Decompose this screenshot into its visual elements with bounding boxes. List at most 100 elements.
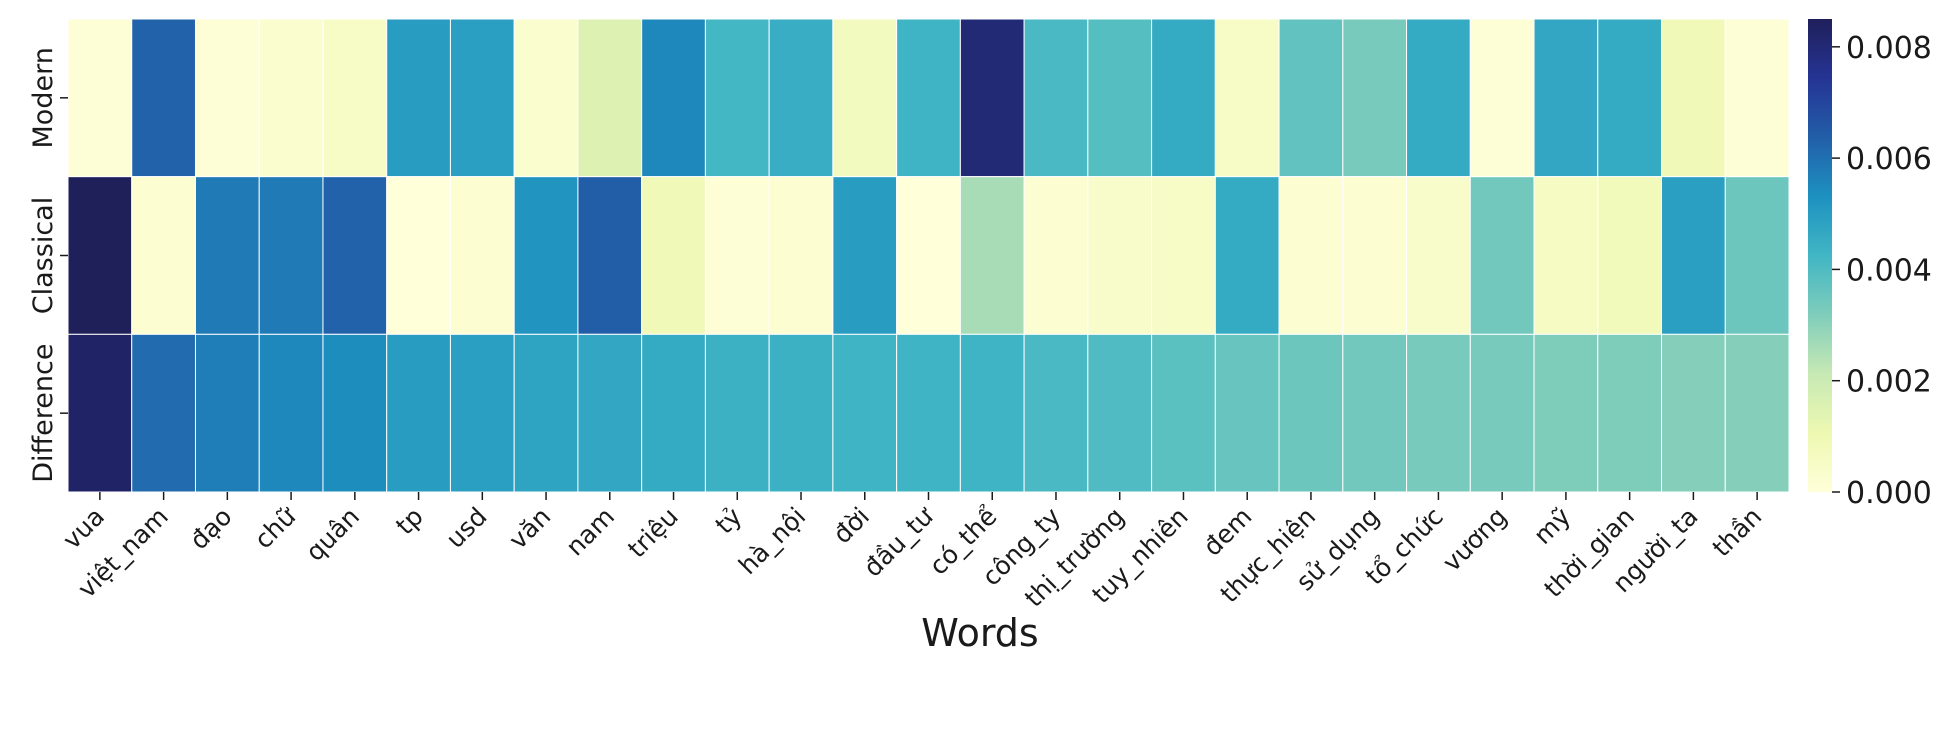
heatmap-cell [1151,333,1216,493]
row-labels: Modern Classical Difference [28,47,68,483]
row-label: Difference [28,344,59,483]
heatmap-cell [1406,18,1471,178]
heatmap-cell [641,333,706,493]
heatmap-cell [1342,176,1408,335]
heatmap-cell [1724,18,1790,178]
colorbar-ticks: 0.000 0.002 0.004 0.006 0.008 [1832,31,1932,511]
heatmap-cell [1278,176,1344,335]
heatmap-cell [832,333,898,493]
column-label: thần [1707,502,1768,563]
heatmap-cell [67,333,133,493]
heatmap-cell [1214,18,1280,178]
heatmap-cell [1469,176,1535,335]
heatmap-cell [704,18,770,178]
heatmap-cell [641,176,706,335]
heatmap-cell [1214,176,1280,335]
heatmap-cell [322,18,388,178]
heatmap-cell [896,176,961,335]
heatmap-cell [1087,176,1153,335]
column-label: quân [300,502,365,567]
heatmap-cell [67,176,133,335]
colorbar-tick-label: 0.004 [1846,253,1932,288]
heatmap-cell [1278,18,1344,178]
heatmap-cell [1533,18,1599,178]
heatmap-cell [1406,176,1471,335]
heatmap-cell [1023,333,1089,493]
heatmap-cell [832,18,898,178]
column-label: đời [828,502,875,549]
column-label: văn [503,502,556,555]
heatmap-cell [1533,333,1599,493]
column-label: mỹ [1528,502,1576,550]
heatmap-cell [513,18,579,178]
heatmap-cell [1597,333,1663,493]
heatmap-cell [131,333,196,493]
column-label: nam [560,502,620,562]
column-label: vương [1437,502,1512,577]
heatmap-cell [258,176,324,335]
heatmap-cell [322,176,388,335]
heatmap-cell [704,333,770,493]
heatmap-cell [1151,18,1216,178]
heatmap-cell [959,333,1025,493]
heatmap-cell [258,18,324,178]
heatmap-cell [194,333,260,493]
heatmap-cell [1724,176,1790,335]
heatmap-cell [1469,333,1535,493]
heatmap-cell [386,18,451,178]
heatmap-cell [1023,176,1089,335]
row-label: Classical [28,197,59,314]
heatmap-cells [67,18,1790,493]
heatmap-cell [258,333,324,493]
heatmap-cell [1661,176,1726,335]
heatmap-cell [131,18,196,178]
colorbar [1808,19,1832,492]
column-label: tỷ [710,502,748,540]
heatmap-cell [1087,333,1153,493]
heatmap-cell [768,18,834,178]
heatmap-cell [1661,333,1726,493]
heatmap-cell [896,18,961,178]
column-label: vua [57,502,110,555]
column-label: đạo [184,502,237,555]
heatmap-cell [1342,333,1408,493]
heatmap-cell [449,18,515,178]
heatmap-cell [1087,18,1153,178]
column-label: usd [440,502,492,554]
colorbar-tick-label: 0.002 [1846,365,1932,400]
heatmap-cell [1151,176,1216,335]
heatmap-cell [704,176,770,335]
heatmap-cell [513,176,579,335]
column-label: chữ [249,501,302,554]
colorbar-tick-label: 0.008 [1846,31,1932,66]
heatmap-cell [1724,333,1790,493]
heatmap-cell [386,333,451,493]
heatmap-cell [1597,176,1663,335]
heatmap-cell [1023,18,1089,178]
heatmap-cell [768,333,834,493]
column-label: triệu [622,502,684,564]
colorbar-tick-label: 0.006 [1846,142,1932,177]
heatmap-cell [641,18,706,178]
heatmap-cell [449,176,515,335]
heatmap-cell [577,18,643,178]
heatmap-cell [131,176,196,335]
row-label: Modern [28,47,59,148]
column-label: hà_nội [733,502,811,580]
heatmap-cell [1661,18,1726,178]
heatmap-cell [1597,18,1663,178]
heatmap-cell [194,176,260,335]
column-label: tp [390,502,429,541]
heatmap-cell [768,176,834,335]
heatmap-cell [449,333,515,493]
heatmap-cell [1469,18,1535,178]
heatmap-cell [513,333,579,493]
heatmap-cell [322,333,388,493]
heatmap-cell [1278,333,1344,493]
heatmap-cell [959,176,1025,335]
heatmap-cell [959,18,1025,178]
heatmap-cell [67,18,133,178]
heatmap-cell [896,333,961,493]
